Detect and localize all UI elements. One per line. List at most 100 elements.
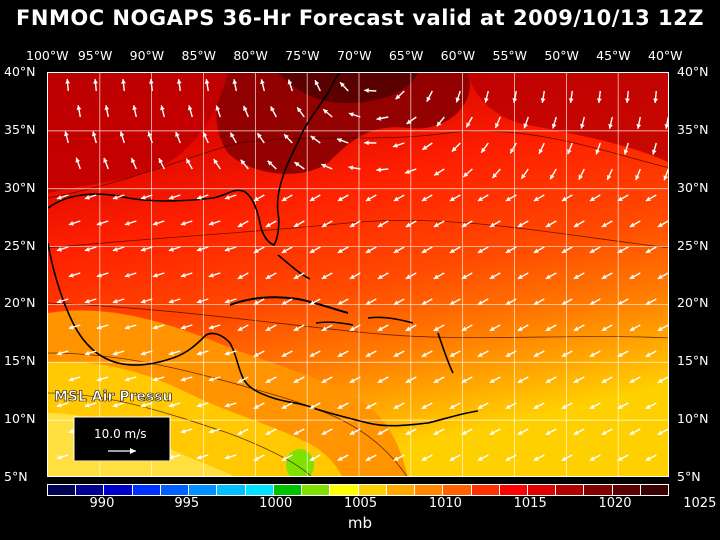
wind-arrow	[421, 350, 433, 358]
wind-arrow	[404, 168, 417, 174]
latitude-label-left: 25°N	[4, 237, 36, 253]
wind-arrow	[405, 272, 417, 280]
wind-arrow	[533, 350, 545, 358]
wind-arrow	[253, 194, 265, 202]
wind-arrow	[595, 142, 601, 155]
wind-arrow	[601, 220, 613, 228]
wind-arrow	[365, 298, 377, 306]
wind-arrow	[103, 157, 109, 170]
wind-scale-box	[73, 416, 171, 461]
wind-arrow	[449, 402, 461, 410]
wind-arrow	[573, 272, 585, 280]
wind-arrow	[517, 220, 529, 228]
wind-arrow	[204, 79, 210, 92]
wind-arrow	[421, 454, 433, 462]
wind-arrow	[505, 454, 517, 462]
longitude-label: 45°W	[596, 48, 631, 63]
longitude-label: 90°W	[129, 48, 165, 63]
wind-arrow	[130, 157, 137, 170]
coastlines	[48, 73, 479, 427]
latitude-label-right: 40°N	[677, 64, 709, 79]
wind-arrow	[393, 454, 405, 462]
wind-arrow	[84, 350, 97, 356]
wind-arrow	[538, 142, 545, 155]
longitude-label: 60°W	[440, 48, 476, 63]
wind-arrow	[433, 220, 445, 228]
wind-arrow	[253, 350, 265, 358]
wind-arrow	[505, 194, 517, 202]
chart-title: FNMOC NOGAPS 36-Hr Forecast valid at 200…	[16, 6, 704, 30]
wind-arrow	[121, 78, 126, 92]
wind-arrow	[75, 157, 81, 170]
wind-arrow	[309, 298, 321, 306]
color-scale-label: 1010	[428, 496, 462, 511]
wind-arrow	[545, 376, 557, 384]
wind-arrow	[589, 194, 601, 202]
wind-arrow	[140, 246, 153, 252]
latitude-label-left: 35°N	[4, 121, 36, 137]
wind-arrow	[293, 428, 305, 436]
wind-arrow	[377, 376, 389, 384]
wind-arrow	[573, 220, 585, 228]
wind-arrow	[421, 246, 433, 254]
color-scale-swatch	[189, 485, 218, 495]
wind-arrow	[321, 428, 333, 436]
wind-arrow	[349, 324, 361, 332]
wind-arrow	[629, 428, 641, 436]
longitude-label: 70°W	[337, 48, 372, 63]
wind-arrow	[281, 454, 293, 462]
wind-arrow	[376, 167, 389, 173]
wind-arrow	[337, 298, 349, 306]
latitude-label-right: 10°N	[677, 411, 709, 427]
wind-arrow	[96, 324, 109, 330]
wind-arrow	[405, 428, 417, 436]
wind-arrow	[293, 324, 305, 332]
wind-arrow	[625, 90, 630, 104]
wind-arrow	[208, 428, 221, 434]
wind-arrow	[196, 402, 209, 408]
wind-arrow	[91, 131, 97, 144]
wind-arrow	[477, 454, 489, 462]
wind-arrow	[152, 272, 165, 278]
isobar-contours	[48, 130, 668, 476]
wind-arrow	[517, 324, 529, 332]
wind-arrow	[578, 168, 585, 180]
wind-arrow	[196, 246, 209, 252]
wind-arrow	[348, 165, 361, 171]
wind-arrow	[405, 376, 417, 384]
wind-arrow	[589, 350, 601, 358]
wind-arrow	[533, 246, 545, 254]
wind-arrow	[601, 324, 613, 332]
wind-arrow	[533, 454, 545, 462]
wind-arrow	[561, 246, 573, 254]
wind-arrow	[240, 159, 249, 170]
wind-arrow	[208, 272, 221, 278]
wind-arrow	[84, 246, 97, 252]
color-scale-bar	[47, 484, 669, 496]
wind-arrow	[64, 131, 69, 144]
wind-arrow	[393, 298, 405, 306]
wind-arrow	[589, 246, 601, 254]
wind-arrow	[237, 376, 249, 384]
color-scale-swatch	[612, 485, 641, 495]
wind-arrow	[232, 79, 238, 92]
wind-arrow	[112, 246, 125, 252]
field-label: MSL Air Pressure	[54, 389, 172, 405]
wind-arrow	[309, 246, 321, 254]
color-scale-label: 990	[89, 496, 115, 511]
wind-arrow	[96, 376, 109, 382]
wind-arrow	[281, 350, 293, 358]
wind-arrow	[449, 246, 461, 254]
wind-arrow	[561, 402, 573, 410]
wind-arrow	[321, 220, 333, 228]
longitude-label: 100°W	[26, 48, 69, 63]
wind-arrow	[180, 376, 193, 382]
wind-arrow	[132, 105, 137, 118]
wind-arrow	[68, 376, 81, 382]
wind-arrow	[601, 272, 613, 280]
color-scale-swatch	[499, 485, 528, 495]
wind-arrow	[461, 324, 473, 332]
wind-arrow	[348, 112, 361, 118]
wind-arrow	[629, 272, 641, 280]
wind-arrow	[281, 246, 293, 254]
